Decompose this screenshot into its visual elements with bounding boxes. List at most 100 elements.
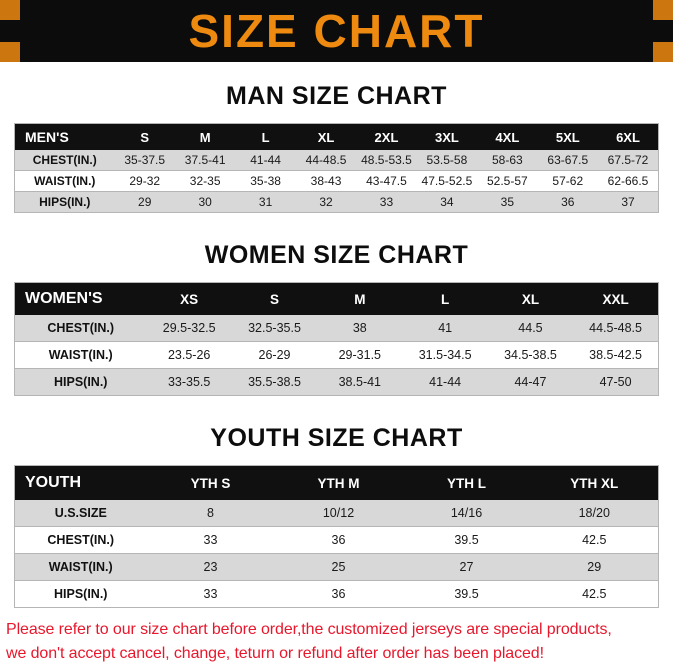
size-value: 8: [146, 500, 275, 527]
men-size-table: MEN'S S M L XL 2XL 3XL 4XL 5XL 6XL CHEST(IN.) 35-37…: [14, 123, 659, 213]
size-value: 32.5-35.5: [231, 315, 318, 342]
size-value: 35-37.5: [114, 150, 175, 171]
size-value: 35: [477, 191, 538, 213]
size-value: 33-35.5: [146, 368, 232, 396]
size-value: 42.5: [530, 580, 659, 608]
footer-line-2: we don't accept cancel, change, teturn o…: [6, 645, 544, 662]
size-value: 34.5-38.5: [487, 341, 574, 369]
table-row: WAIST(IN.) 23 25 27 29: [14, 553, 659, 581]
size-value: 52.5-57: [477, 170, 538, 192]
table-corner-header: MEN'S: [14, 123, 115, 150]
column-header: XXL: [573, 282, 659, 315]
size-value: 38.5-42.5: [573, 341, 659, 369]
size-value: 42.5: [530, 526, 659, 554]
row-label: WAIST(IN.): [14, 341, 147, 369]
column-header: 5XL: [537, 123, 598, 150]
column-header: S: [231, 282, 318, 315]
women-size-table: WOMEN'S XS S M L XL XXL CHEST(IN.) 29.5-32.5 32.5…: [14, 282, 659, 396]
size-value: 33: [146, 580, 275, 608]
row-label: WAIST(IN.): [14, 170, 115, 192]
size-value: 30: [174, 191, 236, 213]
column-header: YTH L: [402, 465, 531, 500]
size-value: 53.5-58: [416, 150, 478, 171]
size-value: 47-50: [573, 368, 659, 396]
size-value: 35-38: [235, 170, 296, 192]
section-title-youth: YOUTH SIZE CHART: [210, 424, 463, 452]
section-title-man: MAN SIZE CHART: [226, 82, 447, 110]
size-value: 48.5-53.5: [356, 150, 417, 171]
corner-accent: [653, 42, 673, 62]
size-value: 58-63: [477, 150, 538, 171]
size-value: 36: [274, 580, 403, 608]
size-value: 27: [402, 553, 531, 581]
header-banner: SIZE CHART: [0, 0, 673, 62]
table-row: HIPS(IN.) 33-35.5 35.5-38.5 38.5-41 41-44 44-…: [14, 368, 659, 396]
size-value: 33: [356, 191, 417, 213]
row-label: CHEST(IN.): [14, 315, 147, 342]
size-value: 47.5-52.5: [416, 170, 478, 192]
size-value: 10/12: [274, 500, 403, 527]
size-value: 29.5-32.5: [146, 315, 232, 342]
size-value: 35.5-38.5: [231, 368, 318, 396]
footer-note: Please refer to our size chart before or…: [6, 618, 673, 666]
size-value: 39.5: [402, 526, 531, 554]
size-value: 43-47.5: [356, 170, 417, 192]
size-value: 63-67.5: [537, 150, 598, 171]
size-value: 44-47: [487, 368, 574, 396]
column-header: XS: [146, 282, 232, 315]
footer-line-1: Please refer to our size chart before or…: [6, 621, 612, 638]
column-header: XL: [295, 123, 357, 150]
header-row: WOMEN'S XS S M L XL XXL: [14, 282, 659, 315]
column-header: L: [235, 123, 296, 150]
column-header: YTH S: [146, 465, 275, 500]
size-value: 31: [235, 191, 296, 213]
youth-size-table: YOUTH YTH S YTH M YTH L YTH XL U.S.SIZE 8 10/12…: [14, 465, 659, 608]
size-value: 25: [274, 553, 403, 581]
size-value: 31.5-34.5: [402, 341, 488, 369]
column-header: YTH XL: [530, 465, 659, 500]
section-title-women: WOMEN SIZE CHART: [204, 241, 469, 269]
row-label: U.S.SIZE: [14, 500, 147, 527]
column-header: M: [317, 282, 403, 315]
column-header: XL: [487, 282, 574, 315]
column-header: M: [174, 123, 236, 150]
column-header: YTH M: [274, 465, 403, 500]
size-value: 23: [146, 553, 275, 581]
size-value: 33: [146, 526, 275, 554]
row-label: CHEST(IN.): [14, 526, 147, 554]
size-value: 38-43: [295, 170, 357, 192]
table-row: U.S.SIZE 8 10/12 14/16 18/20: [14, 500, 659, 527]
size-value: 62-66.5: [598, 170, 659, 192]
header-row: MEN'S S M L XL 2XL 3XL 4XL 5XL 6XL: [14, 123, 659, 150]
column-header: 6XL: [598, 123, 659, 150]
size-value: 29-32: [114, 170, 175, 192]
row-label: CHEST(IN.): [14, 150, 115, 171]
size-value: 34: [416, 191, 478, 213]
size-value: 44.5-48.5: [573, 315, 659, 342]
size-value: 57-62: [537, 170, 598, 192]
table-corner-header: YOUTH: [14, 465, 147, 500]
size-value: 23.5-26: [146, 341, 232, 369]
corner-accent: [0, 0, 20, 20]
column-header: 2XL: [356, 123, 417, 150]
size-value: 41-44: [235, 150, 296, 171]
row-label: HIPS(IN.): [14, 191, 115, 213]
size-value: 29: [114, 191, 175, 213]
table-row: CHEST(IN.) 29.5-32.5 32.5-35.5 38 41 44.5 44.5…: [14, 315, 659, 342]
row-label: HIPS(IN.): [14, 368, 147, 396]
column-header: 3XL: [416, 123, 478, 150]
table-row: HIPS(IN.) 33 36 39.5 42.5: [14, 580, 659, 608]
table-row: CHEST(IN.) 33 36 39.5 42.5: [14, 526, 659, 554]
table-row: CHEST(IN.) 35-37.5 37.5-41 41-44 44-48.5 48.5…: [14, 150, 659, 171]
size-value: 44.5: [487, 315, 574, 342]
size-value: 67.5-72: [598, 150, 659, 171]
size-value: 39.5: [402, 580, 531, 608]
header-row: YOUTH YTH S YTH M YTH L YTH XL: [14, 465, 659, 500]
size-value: 29-31.5: [317, 341, 403, 369]
table-corner-header: WOMEN'S: [14, 282, 147, 315]
size-value: 36: [274, 526, 403, 554]
table-row: HIPS(IN.) 29 30 31 32 33 34 35 36 37: [14, 191, 659, 213]
column-header: 4XL: [477, 123, 538, 150]
size-value: 41: [402, 315, 488, 342]
column-header: L: [402, 282, 488, 315]
